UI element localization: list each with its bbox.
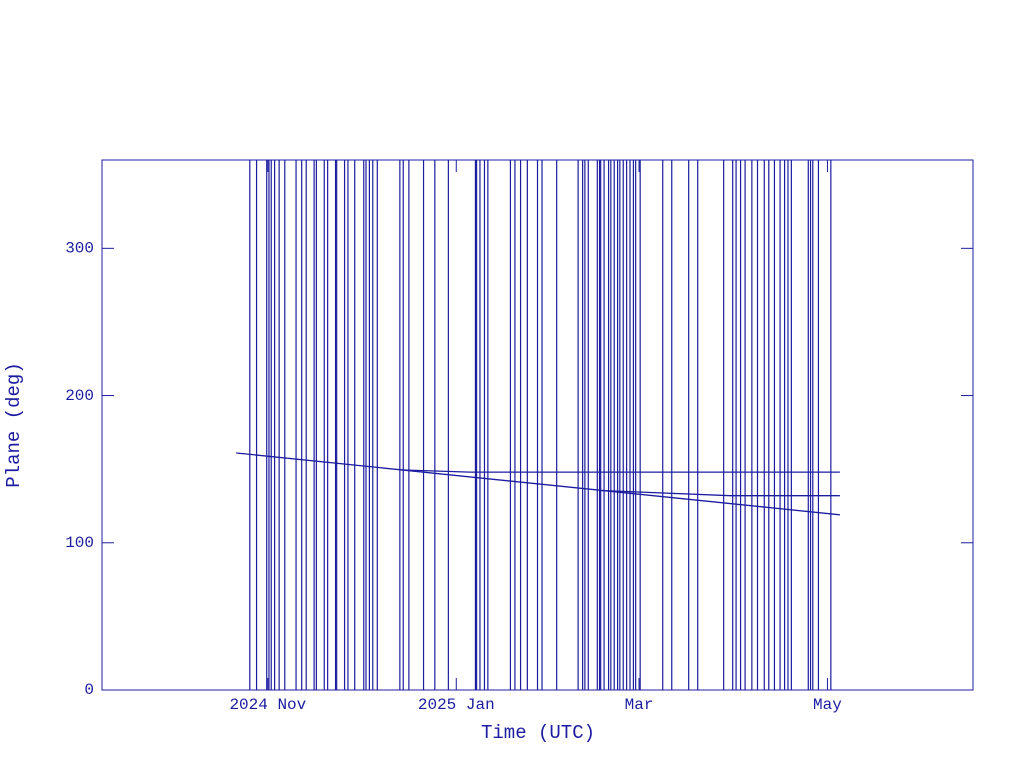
- x-tick-label: May: [813, 696, 842, 714]
- y-tick-label: 200: [65, 387, 94, 405]
- x-tick-label: 2024 Nov: [229, 696, 306, 714]
- plot-frame: [101, 159, 974, 691]
- x-tick-label: Mar: [625, 696, 654, 714]
- x-axis-label: Time (UTC): [481, 722, 595, 744]
- data-line: [236, 452, 840, 516]
- y-tick-label: 0: [84, 681, 94, 699]
- y-tick-label: 300: [65, 240, 94, 258]
- data-line: [399, 469, 840, 473]
- y-tick-label: 100: [65, 534, 94, 552]
- x-tick-label: 2025 Jan: [418, 696, 495, 714]
- data-line: [599, 489, 840, 497]
- y-axis-label: Plane (deg): [3, 362, 25, 487]
